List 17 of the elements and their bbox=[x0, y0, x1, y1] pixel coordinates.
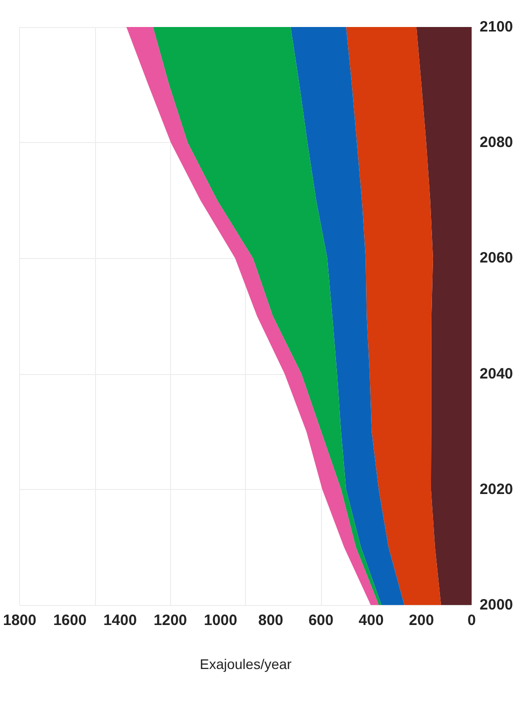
x-tick-label: 0 bbox=[467, 612, 476, 629]
x-tick-label: 400 bbox=[358, 612, 384, 629]
x-tick-label: 1800 bbox=[2, 612, 36, 629]
y-tick-label: 2000 bbox=[480, 596, 514, 614]
y-tick-label: 2060 bbox=[480, 250, 514, 267]
y-tick-label: 2040 bbox=[480, 365, 514, 382]
x-tick-label: 800 bbox=[258, 612, 284, 629]
x-tick-label: 1400 bbox=[103, 612, 137, 629]
x-tick-label: 1600 bbox=[53, 612, 87, 629]
x-tick-label: 1200 bbox=[154, 612, 188, 629]
x-tick-label: 200 bbox=[408, 612, 434, 629]
x-tick-label: 600 bbox=[308, 612, 334, 629]
y-tick-label: 2100 bbox=[480, 18, 514, 36]
x-axis-title: Exajoules/year bbox=[200, 656, 292, 672]
y-tick-label: 2080 bbox=[480, 134, 514, 152]
x-tick-label: 1000 bbox=[204, 612, 238, 629]
y-tick-label: 2020 bbox=[480, 480, 514, 498]
